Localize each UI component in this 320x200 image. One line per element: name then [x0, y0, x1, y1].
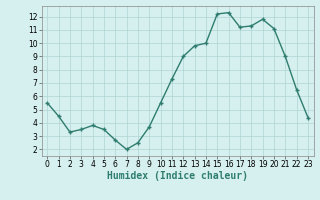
X-axis label: Humidex (Indice chaleur): Humidex (Indice chaleur): [107, 171, 248, 181]
